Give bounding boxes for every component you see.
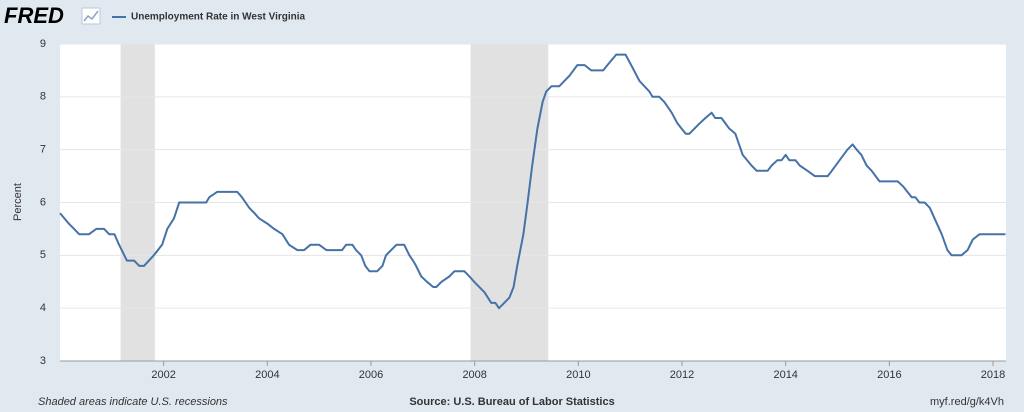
y-tick-label: 4 — [40, 302, 46, 314]
y-tick-label: 6 — [40, 196, 46, 208]
source: Source: U.S. Bureau of Labor Statistics — [409, 396, 614, 408]
x-tick-label: 2010 — [566, 369, 590, 381]
logo-icon — [81, 7, 101, 25]
y-axis-label: Percent — [12, 183, 24, 221]
y-tick-label: 7 — [40, 144, 46, 156]
legend-label: Unemployment Rate in West Virginia — [131, 12, 306, 23]
x-tick-label: 2018 — [981, 369, 1005, 381]
x-tick-label: 2004 — [255, 369, 279, 381]
series-line — [59, 53, 1006, 310]
link: myf.red/g/k4Vh — [930, 396, 1004, 408]
x-tick-label: 2016 — [877, 369, 901, 381]
y-tick-label: 3 — [40, 355, 46, 367]
y-tick-label: 8 — [40, 91, 46, 103]
x-tick-label: 2008 — [462, 369, 486, 381]
y-tick-label: 5 — [40, 249, 46, 261]
x-tick-label: 2014 — [773, 369, 797, 381]
x-tick-label: 2006 — [359, 369, 383, 381]
note: Shaded areas indicate U.S. recessions — [38, 396, 228, 408]
x-tick-label: 2002 — [151, 369, 175, 381]
x-tick-label: 2012 — [670, 369, 694, 381]
y-tick-label: 9 — [40, 38, 46, 50]
logo: FRED — [4, 3, 64, 28]
